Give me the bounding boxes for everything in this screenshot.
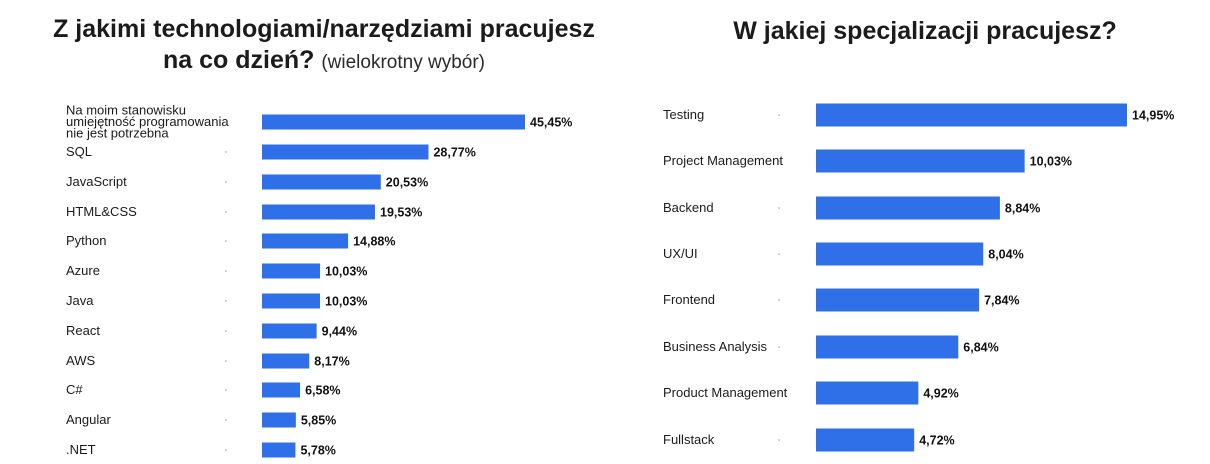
left-category-label: HTML&CSS (66, 204, 137, 219)
left-category-label: .NET (66, 442, 96, 457)
right-category-label: Product Management (663, 385, 788, 400)
left-value-label: 5,78% (300, 444, 335, 458)
left-category-label: Na moim stanowisku umiejętność programowa… (66, 103, 229, 141)
left-leader-dot (225, 240, 227, 242)
left-leader-dot (225, 300, 227, 302)
left-title-line1: Z jakimi technologiami/narzędziami pracu… (53, 15, 595, 43)
left-leader-dot (225, 389, 227, 391)
right-category-label: Business Analysis (663, 339, 768, 354)
left-category-label: Python (66, 233, 106, 248)
right-value-label: 7,84% (984, 294, 1019, 308)
right-bar (816, 149, 1025, 173)
right-leader-dot (778, 160, 780, 162)
left-bar (262, 442, 296, 458)
right-category-label: Frontend (663, 292, 715, 307)
right-value-label: 14,95% (1132, 109, 1174, 123)
left-category-label: Azure (66, 263, 100, 278)
left-bar (262, 204, 376, 220)
left-category-label: AWS (66, 353, 95, 368)
left-leader-dot (225, 211, 227, 213)
left-value-label: 28,77% (433, 146, 475, 160)
right-leader-dot (778, 439, 780, 441)
right-leader-dot (778, 253, 780, 255)
left-value-label: 45,45% (530, 116, 572, 130)
left-bar (262, 263, 321, 279)
right-chart-title: W jakiej specjalizacji pracujesz? (733, 17, 1117, 45)
left-bar (262, 353, 310, 369)
left-bar (262, 114, 525, 130)
left-leader-dot (225, 449, 227, 451)
left-value-label: 10,03% (325, 295, 367, 309)
right-bar (816, 196, 1000, 220)
left-leader-dot (225, 330, 227, 332)
right-value-label: 10,03% (1030, 155, 1072, 169)
left-leader-dot (225, 270, 227, 272)
left-title-line2: na co dzień? (162, 46, 315, 74)
left-leader-dot (225, 360, 227, 362)
right-value-label: 4,72% (919, 434, 954, 448)
left-bar (262, 233, 349, 249)
left-category-label: React (66, 323, 100, 338)
right-bar (816, 288, 980, 312)
right-category-label: Project Management (663, 153, 783, 168)
left-category-label: JavaScript (66, 174, 127, 189)
left-leader-dot (225, 121, 227, 123)
left-value-label: 8,17% (314, 355, 349, 369)
left-bar (262, 382, 301, 398)
left-value-label: 14,88% (353, 235, 395, 249)
right-category-label: Testing (663, 107, 704, 122)
left-value-label: 20,53% (386, 176, 428, 190)
right-value-label: 8,04% (988, 248, 1023, 262)
left-title-subtitle: (wielokrotny wybór) (321, 52, 485, 73)
right-category-label: Fullstack (663, 432, 715, 447)
left-category-label: C# (66, 382, 83, 397)
right-leader-dot (778, 346, 780, 348)
right-value-label: 6,84% (963, 341, 998, 355)
left-bar (262, 323, 317, 339)
left-leader-dot (225, 419, 227, 421)
left-bar (262, 293, 321, 309)
right-leader-dot (778, 114, 780, 116)
left-category-label: Angular (66, 412, 111, 427)
left-value-label: 6,58% (305, 384, 340, 398)
left-value-label: 10,03% (325, 265, 367, 279)
right-leader-dot (778, 207, 780, 209)
left-category-label: SQL (66, 144, 92, 159)
right-bar (816, 103, 1127, 127)
left-value-label: 9,44% (322, 325, 357, 339)
left-bar (262, 412, 296, 428)
left-leader-dot (225, 151, 227, 153)
right-bar (816, 335, 959, 359)
left-value-label: 19,53% (380, 206, 422, 220)
right-bar (816, 428, 915, 452)
right-category-label: UX/UI (663, 246, 698, 261)
right-leader-dot (778, 299, 780, 301)
right-bar (816, 242, 984, 266)
right-leader-dot (778, 392, 780, 394)
left-value-label: 5,85% (301, 414, 336, 428)
left-leader-dot (225, 181, 227, 183)
right-value-label: 8,84% (1005, 202, 1040, 216)
right-bar (816, 381, 919, 405)
left-bar (262, 174, 381, 190)
right-value-label: 4,92% (923, 387, 958, 401)
left-category-label: Java (66, 293, 94, 308)
left-chart-title: Z jakimi technologiami/narzędziami pracu… (14, 14, 634, 78)
right-category-label: Backend (663, 200, 714, 215)
left-bar (262, 144, 429, 160)
